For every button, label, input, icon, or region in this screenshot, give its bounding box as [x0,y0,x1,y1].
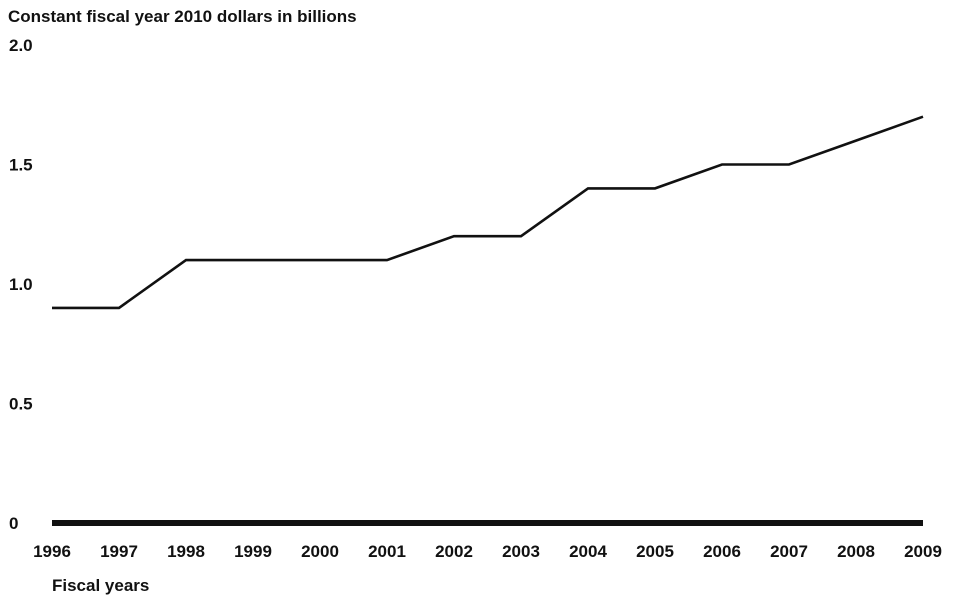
x-tick-label: 2003 [502,542,540,561]
x-tick-label: 2009 [904,542,942,561]
y-tick-labels: 0 0.5 1.0 1.5 2.0 [9,36,33,533]
y-tick-label: 0 [9,514,18,533]
x-axis-title: Fiscal years [52,576,149,595]
y-tick-label: 2.0 [9,36,33,55]
y-tick-label: 1.5 [9,156,33,175]
x-tick-label: 2002 [435,542,473,561]
x-tick-label: 2007 [770,542,808,561]
y-tick-label: 0.5 [9,395,33,414]
y-tick-label: 1.0 [9,275,33,294]
x-tick-label: 2000 [301,542,339,561]
x-tick-label: 2001 [368,542,406,561]
x-tick-label: 1999 [234,542,272,561]
x-tick-label: 1998 [167,542,205,561]
x-tick-labels: 1996 1997 1998 1999 2000 2001 2002 2003 2004 2005… [33,542,942,561]
x-tick-label: 1996 [33,542,71,561]
x-tick-label: 2005 [636,542,674,561]
x-tick-label: 1997 [100,542,138,561]
y-axis-title: Constant fiscal year 2010 dollars in bil… [8,7,357,26]
x-tick-label: 2008 [837,542,875,561]
x-tick-label: 2004 [569,542,607,561]
series-line [52,115,924,310]
x-tick-label: 2006 [703,542,741,561]
